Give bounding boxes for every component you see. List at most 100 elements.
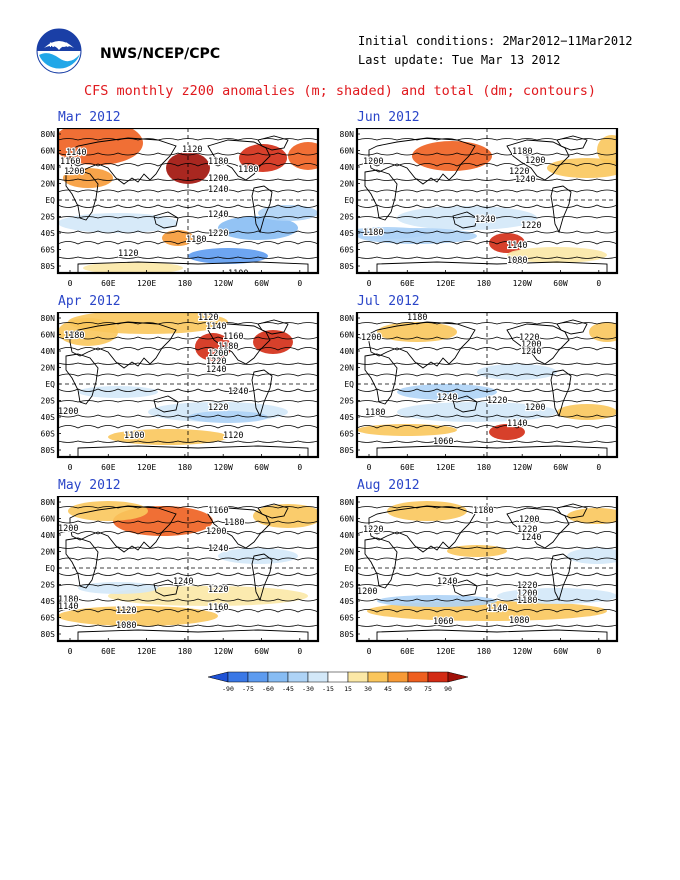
coastline (550, 553, 572, 602)
lon-label: 120W (214, 463, 233, 472)
height-contour (357, 572, 617, 576)
colorbar: -90 -75 -60 -45 -30 -15 15 30 45 60 75 90 (207, 671, 469, 693)
height-contour (58, 531, 318, 535)
panel-title: Mar 2012 (58, 110, 121, 125)
coastline (556, 319, 588, 335)
lon-label: 60E (400, 279, 415, 288)
contour-label: 1220 (509, 167, 529, 177)
colorbar-label: -75 (242, 685, 254, 693)
anomaly-shading (78, 582, 158, 594)
anomaly-shading (507, 247, 607, 263)
contour-label: 1220 (206, 357, 226, 367)
lat-label: 60N (41, 147, 56, 156)
contour-label: 1080 (507, 256, 527, 266)
contour-label: 1120 (182, 145, 202, 155)
contour-label: 1240 (208, 544, 228, 554)
coastline (550, 369, 572, 418)
lon-label: 120W (214, 647, 233, 656)
height-contour (58, 609, 318, 613)
lon-label: 120W (513, 647, 532, 656)
contour-label: 1200 (363, 157, 383, 167)
lon-label: 0 (297, 463, 302, 472)
map-panel-jul: Jul 2012 1180 1200 1220 1200 1240 1240 1220 1200… (299, 294, 619, 474)
anomaly-shading (68, 501, 148, 521)
lat-label: 40S (340, 413, 355, 422)
colorbar-label: 75 (424, 685, 432, 693)
contour-label: 1140 (66, 148, 86, 158)
height-contour (58, 230, 318, 234)
colorbar-label: 45 (384, 685, 392, 693)
contour-label: 1180 (218, 342, 238, 352)
contour-label: 1180 (186, 235, 206, 245)
height-contour (58, 440, 318, 443)
lat-label: EQ (45, 380, 55, 389)
lon-label: 0 (297, 647, 302, 656)
height-contour (357, 373, 617, 377)
height-contour (357, 546, 617, 549)
contour-label: 1200 (357, 587, 377, 597)
map-frame (56, 496, 320, 643)
height-contour (357, 425, 617, 429)
height-contour (58, 572, 318, 576)
map-panel-aug: Aug 2012 1180 1200 1220 1220 1240 1240 1220 1200… (299, 478, 619, 658)
height-contour (58, 178, 318, 181)
height-contour (58, 241, 318, 245)
anomaly-shading (195, 333, 231, 361)
height-contour (58, 624, 318, 627)
last-update: Last update: Tue Mar 13 2012 (358, 53, 561, 67)
anomaly-shading (387, 501, 467, 521)
contour-label: 1200 (208, 349, 228, 359)
contour-label: 1160 (223, 332, 243, 342)
lat-label: 60N (340, 147, 355, 156)
anomaly-shading (397, 402, 557, 422)
height-contour (357, 189, 617, 193)
contour-label: 1140 (58, 602, 78, 612)
lon-label: 60E (101, 279, 116, 288)
coastline (65, 169, 99, 221)
colorbar-segment (427, 671, 449, 683)
contour-label: 1200 (206, 527, 226, 537)
contour-label: 1180 (365, 408, 385, 418)
height-contour (58, 388, 318, 392)
coastline (452, 395, 478, 413)
anomaly-shading (63, 168, 113, 188)
coastline (153, 211, 179, 229)
height-contour (357, 609, 617, 613)
anomaly-shading (58, 606, 218, 626)
coastline (65, 353, 99, 405)
colorbar-segment (267, 671, 289, 683)
coastline (77, 629, 309, 641)
lat-label: 60N (340, 515, 355, 524)
lat-label: 60S (41, 430, 56, 439)
height-contour (357, 584, 617, 587)
height-contour (58, 400, 318, 403)
contour-label: 1200 (58, 407, 78, 417)
contour-label: 1180 (64, 331, 84, 341)
height-contour (58, 598, 318, 602)
coastline (207, 323, 271, 365)
colorbar-segment (407, 671, 429, 683)
lat-label: 60S (340, 614, 355, 623)
lon-label: 60W (254, 279, 269, 288)
coastline (153, 395, 179, 413)
lat-label: 40N (340, 163, 355, 172)
contour-label: 1240 (521, 347, 541, 357)
contour-label: 1220 (519, 333, 539, 343)
colorbar-label: 90 (444, 685, 452, 693)
organization-name: NWS/NCEP/CPC (100, 46, 221, 62)
lat-label: 60N (41, 331, 56, 340)
coastline (153, 579, 179, 597)
contour-label: 1200 (64, 167, 84, 177)
map-frame (355, 312, 619, 459)
colorbar-segment (247, 671, 269, 683)
lat-label: 20S (340, 581, 355, 590)
contour-label: 1120 (198, 313, 218, 323)
panel-title: Aug 2012 (357, 478, 420, 493)
contour-label: 1200 (361, 333, 381, 343)
height-contour (58, 557, 318, 561)
lat-label: 40S (41, 597, 56, 606)
lon-label: 180 (178, 279, 193, 288)
coastline (556, 503, 588, 519)
height-contour (357, 440, 617, 443)
